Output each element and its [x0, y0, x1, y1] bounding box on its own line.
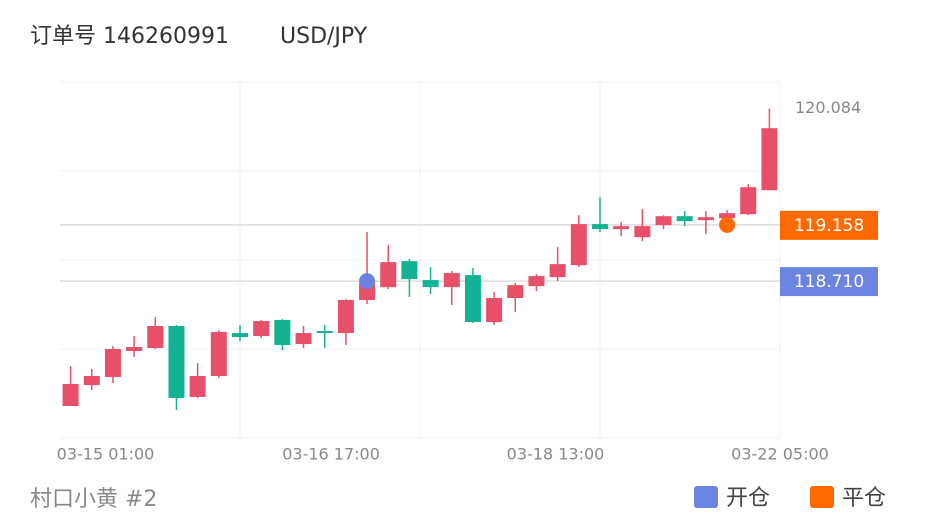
candle-body: [507, 285, 524, 299]
legend-swatch: [810, 486, 834, 508]
candle-body: [253, 321, 270, 337]
candle-body: [676, 216, 693, 222]
candle-body: [295, 333, 312, 344]
candle-body: [697, 217, 714, 221]
price-tag-label: 119.158: [794, 216, 864, 236]
trade-marker: [719, 216, 736, 233]
legend-swatch: [694, 486, 718, 508]
legend-label: 平仓: [842, 486, 886, 511]
price-tag: [780, 210, 878, 240]
price-tag: [780, 267, 878, 297]
candle-body: [104, 349, 121, 377]
candle-body: [761, 128, 778, 191]
candle-body: [592, 224, 608, 230]
legend-label: 开仓: [726, 486, 770, 511]
candle-body: [380, 262, 397, 288]
candle-body: [337, 300, 354, 334]
candle-body: [189, 375, 206, 397]
candle-body: [528, 276, 545, 287]
candle-body: [570, 224, 587, 266]
candle-body: [401, 261, 418, 280]
account: 村口小黄 #2: [30, 487, 157, 512]
candle-body: [613, 226, 630, 230]
candle-body: [83, 375, 100, 386]
candle-body: [316, 331, 333, 334]
candle-body: [210, 332, 227, 376]
candle-body: [740, 187, 757, 215]
candle-body: [655, 216, 672, 226]
candle-body: [719, 213, 736, 219]
candle-body: [62, 384, 79, 406]
x-tick-label: 03-18 13:00: [507, 445, 605, 464]
symbol: USD/JPY: [280, 24, 368, 49]
candle-body: [464, 275, 481, 323]
candle-body: [443, 273, 460, 288]
candle-body: [486, 298, 503, 323]
price-tag-label: 118.710: [794, 272, 864, 292]
candle-body: [147, 326, 164, 348]
candle-body: [126, 346, 143, 352]
candle-body: [168, 326, 185, 398]
candle-body: [634, 226, 651, 238]
candle-body: [274, 320, 291, 345]
chart-title: 订单号 146260991: [30, 24, 229, 49]
trade-marker: [359, 273, 376, 290]
x-tick-label: 03-22 05:00: [731, 445, 829, 464]
high-price-label: 120.084: [795, 98, 861, 117]
candle-body: [232, 333, 248, 338]
candle-body: [549, 264, 566, 278]
candle-body: [422, 280, 439, 288]
x-tick-label: 03-16 17:00: [282, 445, 380, 464]
x-tick-label: 03-15 01:00: [57, 445, 155, 464]
